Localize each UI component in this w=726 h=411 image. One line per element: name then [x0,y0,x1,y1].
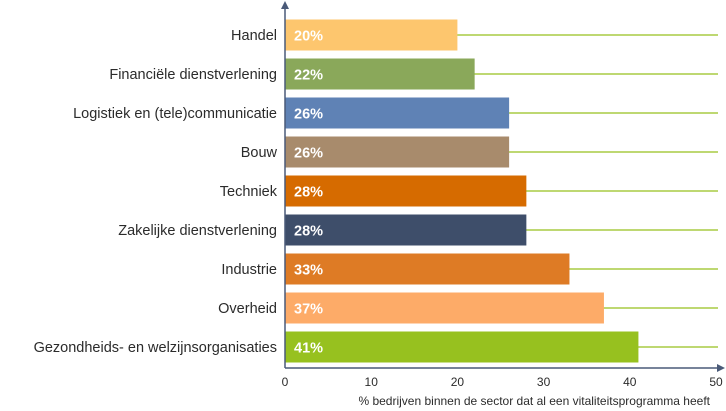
category-label: Overheid [218,301,277,317]
y-axis-arrow-icon [281,1,289,9]
bar [285,19,458,51]
bar [285,214,527,246]
x-tick-label: 40 [623,375,637,389]
x-tick-label: 20 [451,375,465,389]
axes [281,1,725,372]
value-label: 33% [294,263,323,279]
value-label: 22% [294,68,323,84]
value-label: 26% [294,107,323,123]
category-label: Bouw [241,145,278,161]
x-tick-label: 50 [709,375,723,389]
value-label: 41% [294,341,323,357]
bar [285,136,510,168]
category-label: Techniek [220,184,278,200]
value-label: 26% [294,146,323,162]
category-label: Handel [231,28,277,44]
category-label: Logistiek en (tele)communicatie [73,106,277,122]
bar [285,331,639,363]
category-label: Zakelijke dienstverlening [118,223,277,239]
value-label: 20% [294,29,323,45]
category-label: Industrie [221,262,277,278]
category-label: Gezondheids- en welzijnsorganisaties [34,340,277,356]
x-tick-labels: 0 10 20 30 40 50 [282,375,723,389]
value-labels: 20% 22% 26% 26% 28% 28% 33% 37% 41% [294,29,323,357]
bar [285,58,475,90]
category-label: Financiële dienstverlening [109,67,277,83]
bar [285,175,527,207]
bar [285,253,570,285]
bars [285,19,639,363]
x-tick-label: 30 [537,375,551,389]
value-label: 28% [294,224,323,240]
bar [285,97,510,129]
value-label: 28% [294,185,323,201]
bar [285,292,604,324]
x-axis-arrow-icon [717,364,725,372]
x-axis-title: % bedrijven binnen de sector dat al een … [358,394,710,408]
category-labels: Handel Financiële dienstverlening Logistie… [34,28,278,356]
x-tick-label: 10 [365,375,379,389]
x-tick-label: 0 [282,375,289,389]
value-label: 37% [294,302,323,318]
